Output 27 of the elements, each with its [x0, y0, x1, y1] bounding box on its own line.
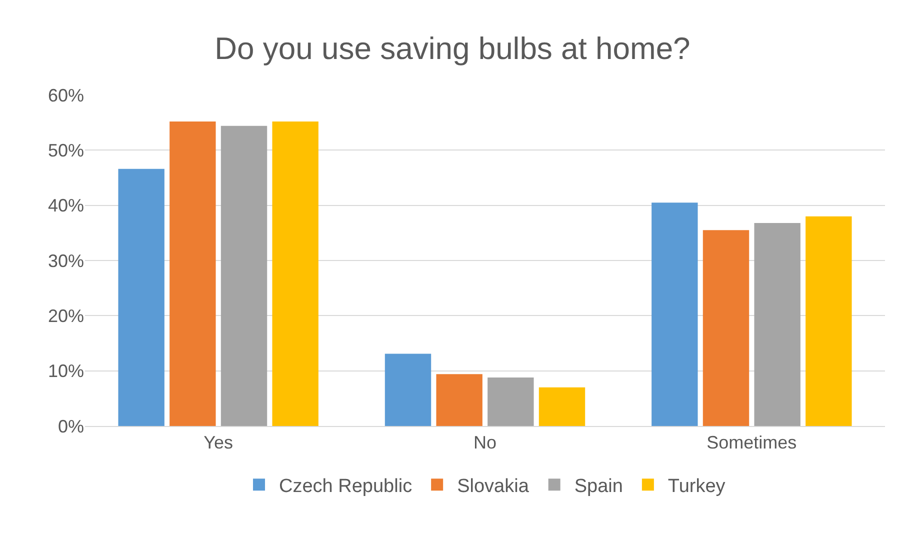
y-tick-label: 20% — [48, 306, 84, 326]
bar — [220, 126, 268, 426]
bar — [754, 222, 800, 426]
y-tick-label: 10% — [48, 361, 84, 382]
y-tick-label: 50% — [48, 140, 84, 160]
legend-label: Slovakia — [457, 476, 530, 497]
bar — [436, 374, 482, 426]
bar — [652, 202, 698, 426]
y-tick-label: 0% — [58, 416, 84, 436]
bar — [384, 354, 432, 426]
bar — [170, 121, 216, 426]
x-tick-label: Yes — [204, 432, 234, 453]
x-tick-label: No — [473, 432, 497, 453]
bar — [118, 168, 164, 426]
bar — [538, 387, 586, 426]
y-tick-label: 40% — [48, 196, 84, 216]
bar — [806, 216, 852, 426]
legend-label: Spain — [574, 476, 623, 497]
legend-label: Czech Republic — [279, 476, 412, 497]
bar — [702, 230, 750, 426]
bar — [272, 121, 318, 426]
bar — [488, 377, 534, 426]
chart-title: Do you use saving bulbs at home? — [214, 31, 690, 66]
y-tick-label: 30% — [48, 250, 84, 271]
x-tick-label: Sometimes — [706, 432, 797, 453]
legend-label: Turkey — [668, 476, 726, 497]
y-tick-label: 60% — [48, 85, 84, 106]
